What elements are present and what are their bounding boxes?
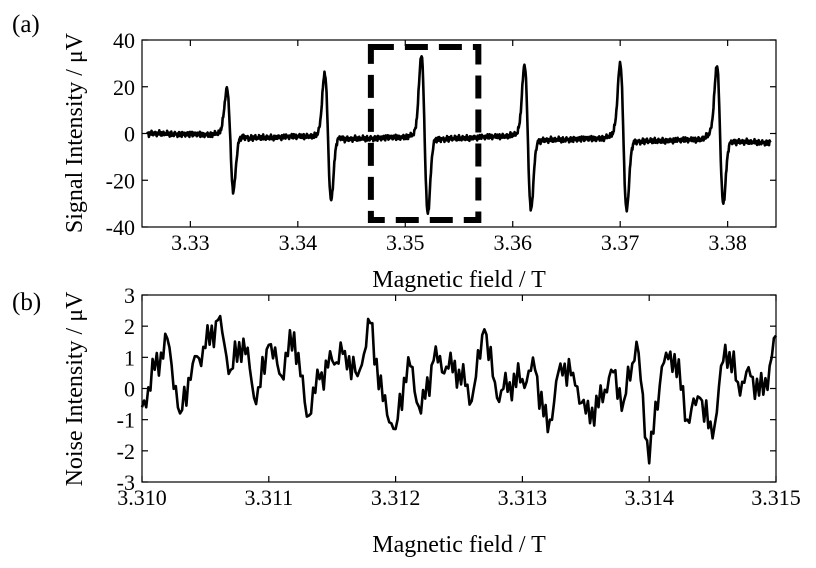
panel-a-ticks: 3.33 3.34 3.35 3.36 3.37 3.38 -40 -20 0 20 40: [106, 28, 776, 255]
panel-b-xtick-label: 3.313: [498, 485, 548, 510]
panel-b-xtick-label: 3.315: [751, 485, 801, 510]
panel-b-noise-line: [140, 314, 778, 465]
panel-a-ytick-label: 20: [113, 75, 135, 100]
panel-b-ytick-label: -2: [117, 439, 135, 464]
panel-b-xlabel: Magnetic field / T: [372, 532, 546, 558]
panel-a-ytick-label: -40: [106, 215, 135, 240]
panel-a-xtick-label: 3.34: [279, 230, 318, 255]
panel-b-xtick-label: 3.312: [371, 485, 421, 510]
panel-b: (b) 3.310 3.311 3.312 3.313 3.314 3.315 -3 -2 -1…: [12, 283, 801, 558]
panel-a-xtick-label: 3.33: [171, 230, 210, 255]
panel-a-ylabel: Signal Intensity / μV: [62, 32, 88, 233]
panel-a-xtick-label: 3.35: [386, 230, 425, 255]
panel-b-ytick-label: 3: [124, 283, 135, 308]
panel-b-ticks: 3.310 3.311 3.312 3.313 3.314 3.315 -3 -2 -1 0 1 2 3: [117, 283, 801, 510]
panel-b-ytick-label: 2: [124, 314, 135, 339]
panel-a-ytick-label: 0: [124, 122, 135, 147]
panel-a-signal-line: [146, 55, 772, 215]
panel-b-xtick-label: 3.310: [117, 485, 167, 510]
panel-a: (a) 3.33 3.34 3.35 3.36 3.37 3.38-40-2002040 …: [12, 11, 777, 293]
panel-a-dashed-box: [367, 44, 482, 223]
panel-a-ytick-label: 40: [113, 28, 135, 53]
panel-b-ytick-label: 0: [124, 377, 135, 402]
panel-a-xtick-label: 3.37: [601, 230, 640, 255]
panel-a-xtick-label: 3.38: [708, 230, 747, 255]
panel-b-xtick-label: 3.311: [244, 485, 293, 510]
panel-b-ytick-label: 1: [124, 345, 135, 370]
panel-a-ytick-label: -20: [106, 168, 135, 193]
panel-a-frame: [141, 39, 777, 228]
panel-b-ytick-label: -1: [117, 408, 135, 433]
panel-b-ylabel: Noise Intensity / μV: [62, 291, 88, 487]
panel-b-ytick-label: -3: [117, 470, 135, 495]
panel-b-label: (b): [12, 289, 41, 316]
panel-b-xtick-label: 3.314: [624, 485, 674, 510]
panel-a-xlabel: Magnetic field / T: [372, 267, 546, 293]
panel-a-label: (a): [12, 11, 40, 38]
panel-a-xtick-label: 3.36: [493, 230, 532, 255]
